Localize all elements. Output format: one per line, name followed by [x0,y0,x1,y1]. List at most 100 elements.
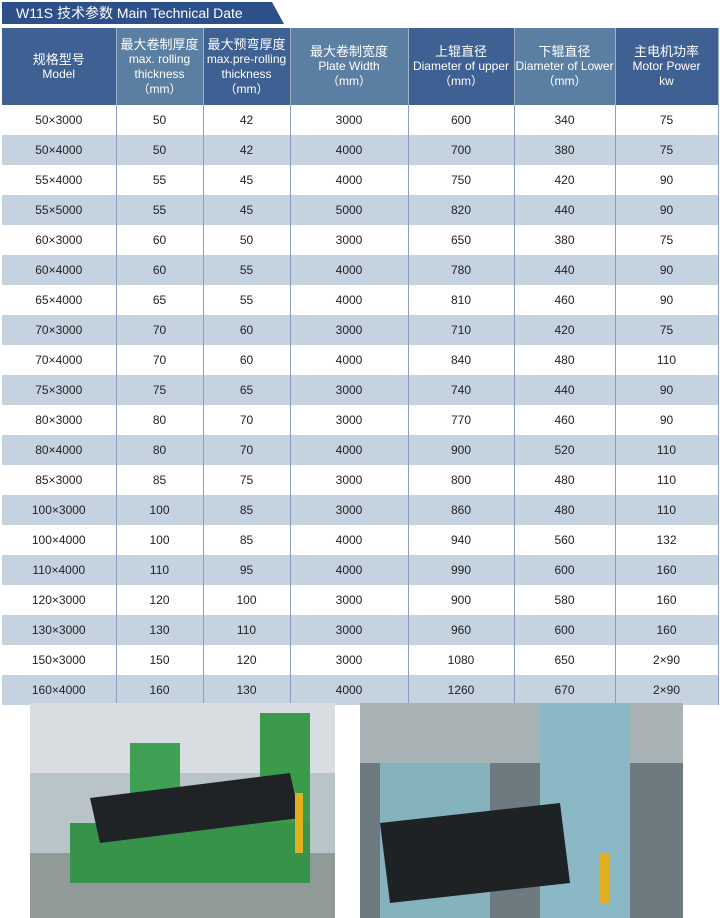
table-cell: 55 [203,285,291,315]
table-cell: 3000 [290,495,409,525]
table-cell: 150×3000 [2,645,117,675]
table-cell: 4000 [290,165,409,195]
table-cell: 80×4000 [2,435,117,465]
table-cell: 3000 [290,615,409,645]
table-cell: 75 [203,465,291,495]
table-cell: 2×90 [615,675,719,705]
table-cell: 160 [615,555,719,585]
table-cell: 85×3000 [2,465,117,495]
table-cell: 4000 [290,345,409,375]
header-cn: 最大预弯厚度 [207,36,286,52]
table-cell: 90 [615,195,719,225]
table-cell: 4000 [290,525,409,555]
table-row: 70×3000 70 60 3000 710 420 75 [2,315,719,345]
table-cell: 3000 [290,315,409,345]
table-cell: 110 [615,345,719,375]
table-cell: 3000 [290,225,409,255]
table-cell: 460 [514,405,616,435]
table-cell: 460 [514,285,616,315]
header-cn: 最大卷制宽度 [309,44,388,59]
table-cell: 110 [615,435,719,465]
table-cell: 90 [615,375,719,405]
table-cell: 90 [615,285,719,315]
table-cell: 700 [408,135,515,165]
table-cell: 95 [203,555,291,585]
table-cell: 90 [615,165,719,195]
table-row: 65×4000 65 55 4000 810 460 90 [2,285,719,315]
table-cell: 80 [116,405,204,435]
table-cell: 780 [408,255,515,285]
table-cell: 710 [408,315,515,345]
table-cell: 55×5000 [2,195,117,225]
table-cell: 840 [408,345,515,375]
table-cell: 70 [203,405,291,435]
header-cn: 主电机功率 [633,44,699,59]
table-row: 85×3000 85 75 3000 800 480 110 [2,465,719,495]
table-cell: 3000 [290,465,409,495]
table-cell: 340 [514,105,616,135]
table-cell: 4000 [290,135,409,165]
table-cell: 3000 [290,585,409,615]
table-cell: 75×3000 [2,375,117,405]
table-cell: 3000 [290,105,409,135]
table-cell: 770 [408,405,515,435]
table-row: 60×3000 60 50 3000 650 380 75 [2,225,719,255]
table-row: 70×4000 70 60 4000 840 480 110 [2,345,719,375]
table-cell: 110 [203,615,291,645]
table-cell: 120×3000 [2,585,117,615]
table-cell: 60 [203,345,291,375]
table-cell: 520 [514,435,616,465]
table-cell: 3000 [290,645,409,675]
table-cell: 42 [203,105,291,135]
table-cell: 130 [116,615,204,645]
table-cell: 820 [408,195,515,225]
machine-photo-blue [360,703,683,918]
table-cell: 80 [116,435,204,465]
table-cell: 110 [615,465,719,495]
table-cell: 70×3000 [2,315,117,345]
table-cell: 50×3000 [2,105,117,135]
table-cell: 4000 [290,435,409,465]
table-cell: 2×90 [615,645,719,675]
table-cell: 160 [615,615,719,645]
table-cell: 650 [408,225,515,255]
header-en: Plate Width [318,59,380,73]
table-cell: 990 [408,555,515,585]
table-cell: 90 [615,255,719,285]
table-cell: 75 [615,135,719,165]
header-en: max.pre-rolling [206,51,287,66]
table-cell: 50 [203,225,291,255]
header-en: （mm） [542,74,587,88]
table-cell: 100×3000 [2,495,117,525]
table-cell: 70×4000 [2,345,117,375]
table-cell: 380 [514,135,616,165]
table-row: 130×3000 130 110 3000 960 600 160 [2,615,719,645]
table-row: 80×3000 80 70 3000 770 460 90 [2,405,719,435]
table-cell: 45 [203,165,291,195]
table-cell: 480 [514,495,616,525]
header-en: （mm） [137,81,182,96]
table-cell: 50 [116,135,204,165]
table-cell: 50×4000 [2,135,117,165]
table-cell: 150 [116,645,204,675]
table-cell: 55×4000 [2,165,117,195]
table-cell: 4000 [290,285,409,315]
table-cell: 110 [615,495,719,525]
table-cell: 160 [116,675,204,705]
header-en: kw [659,74,674,88]
table-cell: 50 [116,105,204,135]
table-cell: 900 [408,435,515,465]
table-cell: 940 [408,525,515,555]
table-cell: 110×4000 [2,555,117,585]
table-cell: 860 [408,495,515,525]
column-header: 下辊直径 Diameter of Lower （mm） [514,28,616,105]
table-cell: 60 [116,255,204,285]
header-en: Model [42,66,76,81]
header-en: Motor Power [632,59,701,73]
column-header: 最大预弯厚度 max.pre-rolling thickness （mm） [203,28,291,105]
table-cell: 42 [203,135,291,165]
table-cell: 120 [203,645,291,675]
table-cell: 440 [514,195,616,225]
table-cell: 420 [514,315,616,345]
table-row: 50×3000 50 42 3000 600 340 75 [2,105,719,135]
